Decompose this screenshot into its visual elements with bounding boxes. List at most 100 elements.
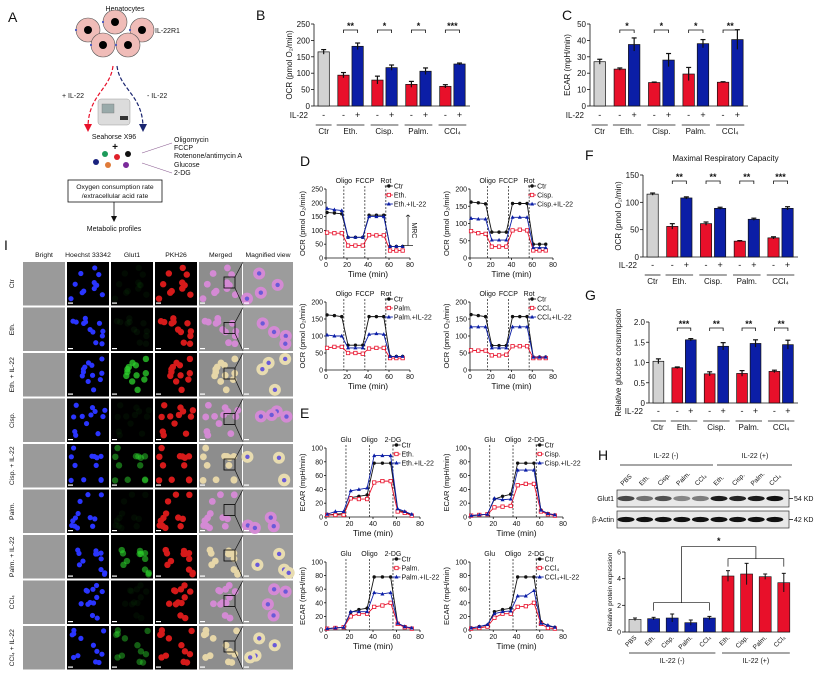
x-tick-label: 60 <box>385 374 393 381</box>
significance-label: * <box>625 21 629 31</box>
x-axis-label: Time (min) <box>496 641 536 651</box>
il22-sign-label: - <box>444 110 447 120</box>
nucleus-stain <box>93 462 99 468</box>
nucleus-stain <box>87 599 93 606</box>
data-point <box>508 611 513 616</box>
column-header: Hoechst 33342 <box>65 252 111 259</box>
data-point <box>531 354 536 359</box>
bar-Cisp.-minus <box>648 82 661 107</box>
legend-marker-icon <box>386 314 391 319</box>
il22-sign-label: - <box>738 260 741 270</box>
data-point <box>400 248 405 253</box>
group-label: Ctr <box>647 277 658 286</box>
x-tick-label: 40 <box>369 521 377 528</box>
legend-label: Palm.+IL-22 <box>394 315 432 322</box>
nucleus-stain <box>92 516 98 522</box>
data-point <box>339 344 344 349</box>
data-point <box>525 215 530 219</box>
il22-sign-label: - <box>410 110 413 120</box>
legend-label: CCl₄ <box>537 306 552 313</box>
nucleus-stain <box>96 271 102 278</box>
nucleus-stain <box>77 498 83 505</box>
glut1-stain <box>115 462 123 469</box>
y-tick-label: 200 <box>311 300 323 307</box>
magnified-nucleus <box>275 282 280 288</box>
merged-cell <box>224 550 232 558</box>
legend-marker-icon <box>386 192 391 198</box>
legend-label: Eth.+IL-22 <box>394 202 427 209</box>
data-point <box>515 593 520 598</box>
data-point <box>367 314 371 319</box>
y-axis-label: ECAR (mpH/min) <box>442 567 451 625</box>
data-point <box>489 244 494 249</box>
data-point <box>489 353 494 358</box>
zoom-connector <box>234 606 244 625</box>
x-tick-label: Cisp. <box>660 634 676 650</box>
chart-title: Maximal Respiratory Capacity <box>672 154 778 163</box>
y-axis-label: OCR (pmol O₂/min) <box>298 303 307 369</box>
data-point <box>531 245 536 250</box>
x-tick-label: 40 <box>508 374 516 381</box>
data-point <box>332 231 337 236</box>
pkh26-stain <box>172 378 180 385</box>
legend-label: Cisp.+IL-22 <box>537 202 573 209</box>
y-axis-label: OCR (pmol O₂/min) <box>442 190 451 256</box>
data-point <box>537 354 542 359</box>
scale-bar <box>112 575 117 577</box>
zoom-box <box>223 549 236 562</box>
row-label: CCl₄ <box>9 595 16 609</box>
data-point <box>543 248 548 253</box>
pkh26-stain <box>168 287 175 295</box>
significance-label: * <box>694 21 698 31</box>
y-tick-label: 100 <box>311 560 323 567</box>
merged-cell <box>225 582 233 589</box>
glut1-stain <box>132 362 140 369</box>
minus-il22-arrow <box>116 65 144 129</box>
data-point <box>545 625 550 631</box>
bar-CCl₄-plus <box>731 39 744 107</box>
pkh26-stain <box>187 588 194 595</box>
merged-cell <box>208 498 216 505</box>
glut1-stain <box>128 601 136 608</box>
glut1-stain <box>135 515 143 523</box>
y-axis-label: OCR (pmol O₂/min) <box>298 190 307 256</box>
zoom-connector <box>234 261 244 278</box>
data-point <box>504 345 509 350</box>
data-point <box>353 343 358 347</box>
nucleus-stain <box>72 515 79 521</box>
compound-dot-icon <box>123 162 129 168</box>
data-point <box>515 461 520 465</box>
significance-label: * <box>660 21 664 31</box>
data-point <box>341 509 346 513</box>
group-label: Cisp. <box>375 127 393 136</box>
il22-sign-label: + <box>700 110 705 120</box>
significance-bracket <box>773 180 788 184</box>
bar <box>721 575 735 633</box>
lane-label: Cisp. <box>731 472 747 488</box>
x-tick-label: 80 <box>406 262 414 269</box>
pkh26-stain <box>174 326 182 333</box>
il22-sign-label: + <box>753 406 758 416</box>
significance-label: * <box>383 21 387 31</box>
compound-dot-icon <box>125 151 131 157</box>
y-tick-label: 250 <box>297 20 311 29</box>
pkh26-stain <box>175 411 183 419</box>
pkh26-stain <box>180 462 188 469</box>
bar-chart-G: 0 0.5 1.0 1.5 2.0 Relative glucose consumpsio… <box>614 308 798 432</box>
glut1-stain <box>128 378 136 385</box>
legend-label: Eth. <box>401 452 414 459</box>
merged-cell <box>215 586 223 594</box>
y-tick-label: 100 <box>455 446 467 453</box>
y-tick-label: 20 <box>459 614 467 621</box>
merged-cell <box>214 314 222 322</box>
injection-label: Glu <box>341 437 352 444</box>
x-tick-label: CCl₄ <box>773 634 788 649</box>
legend-marker-icon <box>530 184 534 188</box>
data-point <box>394 248 399 253</box>
blot-band <box>673 516 691 523</box>
merged-cell <box>225 339 232 347</box>
pkh26-stain <box>187 291 194 298</box>
merged-cell <box>234 570 241 578</box>
magnified-nucleus <box>283 333 288 339</box>
